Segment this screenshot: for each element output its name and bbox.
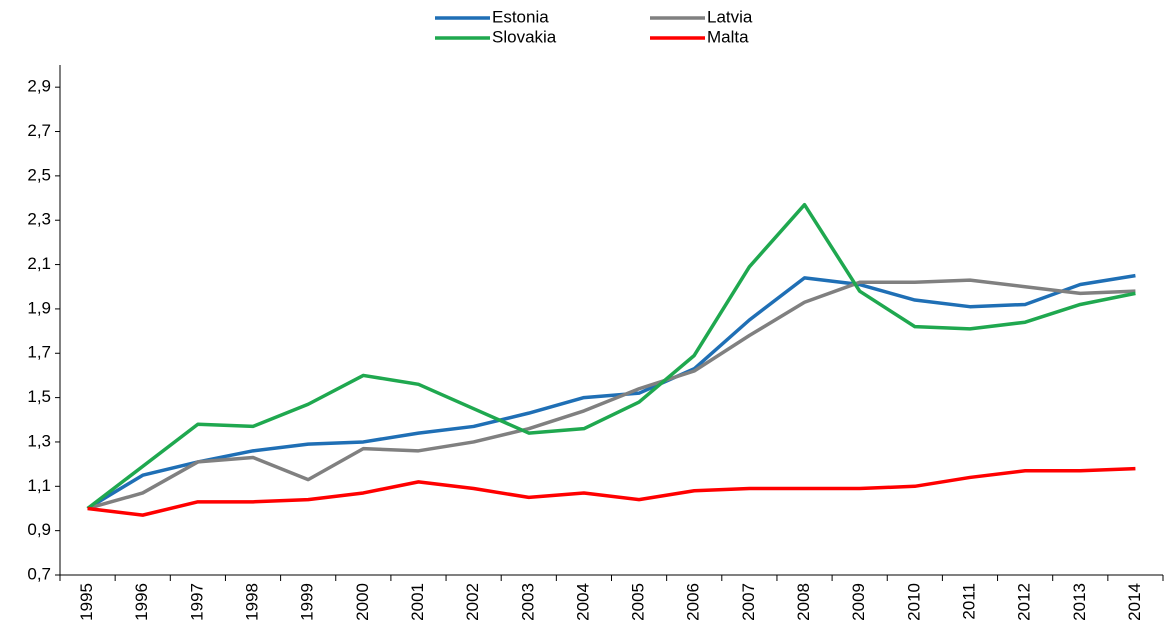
x-tick-label: 2004 <box>573 583 592 621</box>
x-tick-label: 2002 <box>463 583 482 621</box>
legend-label: Estonia <box>492 7 549 26</box>
y-tick-label: 0,7 <box>27 564 51 583</box>
series-line <box>87 466 1136 517</box>
x-tick-label: 2003 <box>518 583 537 621</box>
x-tick-label: 2010 <box>904 583 923 621</box>
y-tick-label: 2,7 <box>27 121 51 140</box>
legend-label: Latvia <box>707 7 753 26</box>
legend-label: Slovakia <box>492 27 557 46</box>
x-tick-label: 2011 <box>959 583 978 620</box>
x-tick-label: 2008 <box>794 583 813 621</box>
x-tick-label: 1999 <box>298 583 317 621</box>
x-tick-label: 1997 <box>187 583 206 621</box>
x-tick-label: 1998 <box>243 583 262 621</box>
x-tick-label: 1996 <box>132 583 151 621</box>
x-tick-label: 2013 <box>1070 583 1089 621</box>
legend-label: Malta <box>707 27 749 46</box>
y-tick-label: 0,9 <box>27 520 51 539</box>
y-tick-label: 2,9 <box>27 77 51 96</box>
y-tick-label: 2,3 <box>27 210 51 229</box>
series-line <box>87 278 1136 511</box>
x-tick-label: 2000 <box>353 583 372 621</box>
series-line <box>86 202 1136 510</box>
y-tick-label: 1,3 <box>27 431 51 450</box>
y-tick-label: 1,7 <box>27 343 51 362</box>
x-tick-label: 2007 <box>739 583 758 621</box>
x-tick-label: 2012 <box>1015 583 1034 621</box>
x-tick-label: 2005 <box>629 583 648 621</box>
y-tick-label: 2,5 <box>27 165 51 184</box>
series-line <box>86 273 1136 510</box>
y-tick-label: 1,1 <box>27 476 51 495</box>
x-tick-label: 1995 <box>77 583 96 621</box>
x-tick-label: 2014 <box>1125 583 1144 621</box>
y-tick-label: 1,5 <box>27 387 51 406</box>
x-tick-label: 2001 <box>408 583 427 621</box>
x-tick-label: 2009 <box>849 583 868 621</box>
x-tick-label: 2006 <box>684 583 703 621</box>
y-tick-label: 1,9 <box>27 298 51 317</box>
y-tick-label: 2,1 <box>27 254 51 273</box>
